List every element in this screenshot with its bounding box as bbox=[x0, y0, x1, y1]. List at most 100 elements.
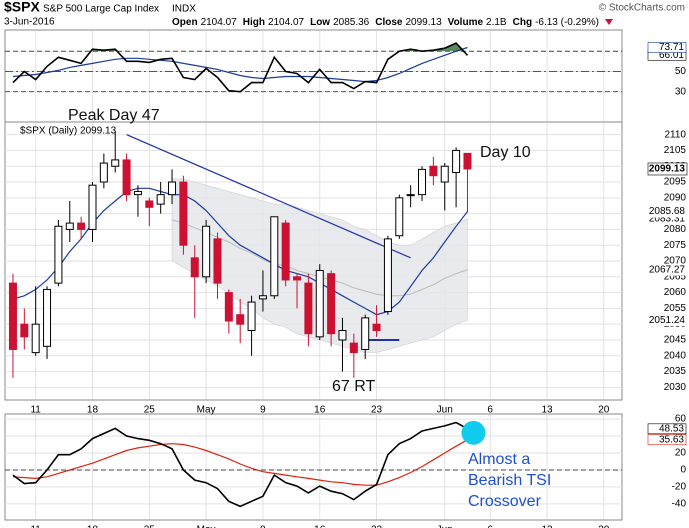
value-label: 2067.27 bbox=[649, 264, 686, 275]
candle-body bbox=[168, 181, 177, 196]
y-tick-label: 2070 bbox=[664, 256, 687, 267]
candle-body bbox=[440, 165, 449, 183]
tsi-frame bbox=[4, 413, 623, 521]
candle-body bbox=[315, 269, 324, 338]
candle-body bbox=[429, 165, 438, 177]
legend: $SPX (Daily) 2099.13 bbox=[20, 126, 117, 137]
y-tick-label: 2065 bbox=[664, 271, 687, 282]
x-tick-label: 13 bbox=[541, 525, 553, 528]
x-tick-label: 18 bbox=[87, 525, 99, 528]
y-tick-label: 2110 bbox=[664, 129, 686, 140]
x-tick-label: Jun bbox=[437, 525, 453, 528]
candle-body bbox=[145, 200, 154, 208]
y-tick-label: 2095 bbox=[664, 177, 687, 188]
candle-body bbox=[293, 276, 302, 281]
x-tick-label: 16 bbox=[314, 525, 326, 528]
y-tick-label: 2080 bbox=[664, 224, 687, 235]
annotation: Day 10 bbox=[480, 144, 531, 161]
x-tick-label: 6 bbox=[487, 525, 493, 528]
value-label: 2085.68 bbox=[649, 206, 686, 217]
candle-body bbox=[258, 295, 267, 300]
candle-body bbox=[327, 273, 336, 335]
value-label-box bbox=[648, 205, 687, 218]
y-tick-label: 0 bbox=[680, 465, 686, 476]
x-tick-label: Jun bbox=[437, 405, 453, 416]
series-line bbox=[12, 46, 468, 83]
quote-value: 2085.36 bbox=[333, 17, 370, 28]
candle-body bbox=[349, 342, 358, 354]
annotation: Almost a bbox=[468, 451, 530, 468]
candle-body bbox=[88, 184, 97, 230]
index-name: S&P 500 Large Cap Index bbox=[43, 4, 159, 15]
value-label: 2051.24 bbox=[649, 315, 686, 326]
candle-body bbox=[8, 282, 17, 350]
trendline bbox=[126, 134, 411, 259]
y-tick-label: 20 bbox=[675, 448, 687, 459]
y-tick-label: 2030 bbox=[664, 382, 687, 393]
candle-body bbox=[43, 288, 52, 347]
y-tick-label: 2075 bbox=[664, 240, 687, 251]
value-label: 35.63 bbox=[659, 434, 684, 445]
x-tick-label: 6 bbox=[487, 405, 493, 416]
y-tick-label: 2090 bbox=[664, 192, 687, 203]
value-label-box bbox=[648, 263, 687, 276]
candle-body bbox=[99, 162, 108, 183]
copyright: © StockCharts.com bbox=[599, 3, 685, 14]
x-tick-label: 16 bbox=[314, 405, 326, 416]
x-tick-label: 20 bbox=[598, 525, 610, 528]
value-label: 2083.31 bbox=[649, 214, 686, 225]
x-tick-label: 13 bbox=[541, 405, 553, 416]
annotation: Bearish TSI bbox=[468, 472, 551, 489]
x-tick-label: 9 bbox=[260, 405, 266, 416]
x-tick-label: 20 bbox=[598, 405, 610, 416]
candle-body bbox=[247, 301, 256, 331]
x-tick-label: 11 bbox=[30, 525, 41, 528]
candle-body bbox=[338, 330, 347, 341]
quote-value: 2.1B bbox=[486, 17, 507, 28]
value-label-box bbox=[647, 423, 687, 435]
y-tick-label: 60 bbox=[675, 414, 687, 425]
down-arrow bbox=[604, 19, 613, 25]
exchange: INDX bbox=[172, 4, 196, 15]
value-label-box bbox=[648, 314, 687, 327]
series-line bbox=[12, 421, 468, 508]
annotation: Peak Day 47 bbox=[68, 107, 160, 124]
y-tick-label: 2060 bbox=[664, 287, 687, 298]
y-tick-label: 2035 bbox=[664, 366, 687, 377]
candle-body bbox=[156, 194, 165, 205]
candle-body bbox=[236, 314, 245, 325]
series-line bbox=[12, 439, 468, 486]
value-label-box bbox=[647, 162, 688, 176]
candle-body bbox=[133, 191, 142, 196]
highlight bbox=[461, 420, 486, 445]
quote-value: 2104.07 bbox=[268, 17, 305, 28]
y-tick-label: -20 bbox=[672, 482, 687, 493]
symbol: $SPX bbox=[4, 0, 40, 15]
candle-body bbox=[361, 317, 370, 350]
y-tick-label: 2040 bbox=[664, 350, 687, 361]
candle-body bbox=[54, 225, 63, 284]
value-label: 66.01 bbox=[659, 50, 684, 61]
candle-body bbox=[77, 222, 86, 230]
candle-body bbox=[190, 257, 199, 278]
candle-body bbox=[418, 168, 427, 196]
quote: Open 2104.07 High 2104.07 Low 2085.36 Close 209… bbox=[172, 17, 599, 28]
candle-body bbox=[281, 222, 290, 281]
quote-label: Chg bbox=[513, 17, 532, 28]
candle-body bbox=[122, 159, 131, 196]
value-label-box bbox=[647, 42, 687, 53]
quote-label: Close bbox=[375, 17, 403, 28]
candle-body bbox=[463, 152, 472, 170]
y-tick-label: 30 bbox=[675, 86, 687, 97]
quote-label: Open bbox=[172, 17, 198, 28]
candle-body bbox=[406, 194, 415, 197]
candle-body bbox=[452, 149, 461, 174]
candle-body bbox=[224, 292, 233, 322]
x-tick-label: 18 bbox=[87, 405, 99, 416]
x-tick-label: 23 bbox=[371, 405, 383, 416]
quote-label: Low bbox=[310, 17, 330, 28]
quote-label: High bbox=[243, 17, 265, 28]
candle-body bbox=[372, 323, 381, 332]
x-tick-label: 11 bbox=[30, 405, 41, 416]
